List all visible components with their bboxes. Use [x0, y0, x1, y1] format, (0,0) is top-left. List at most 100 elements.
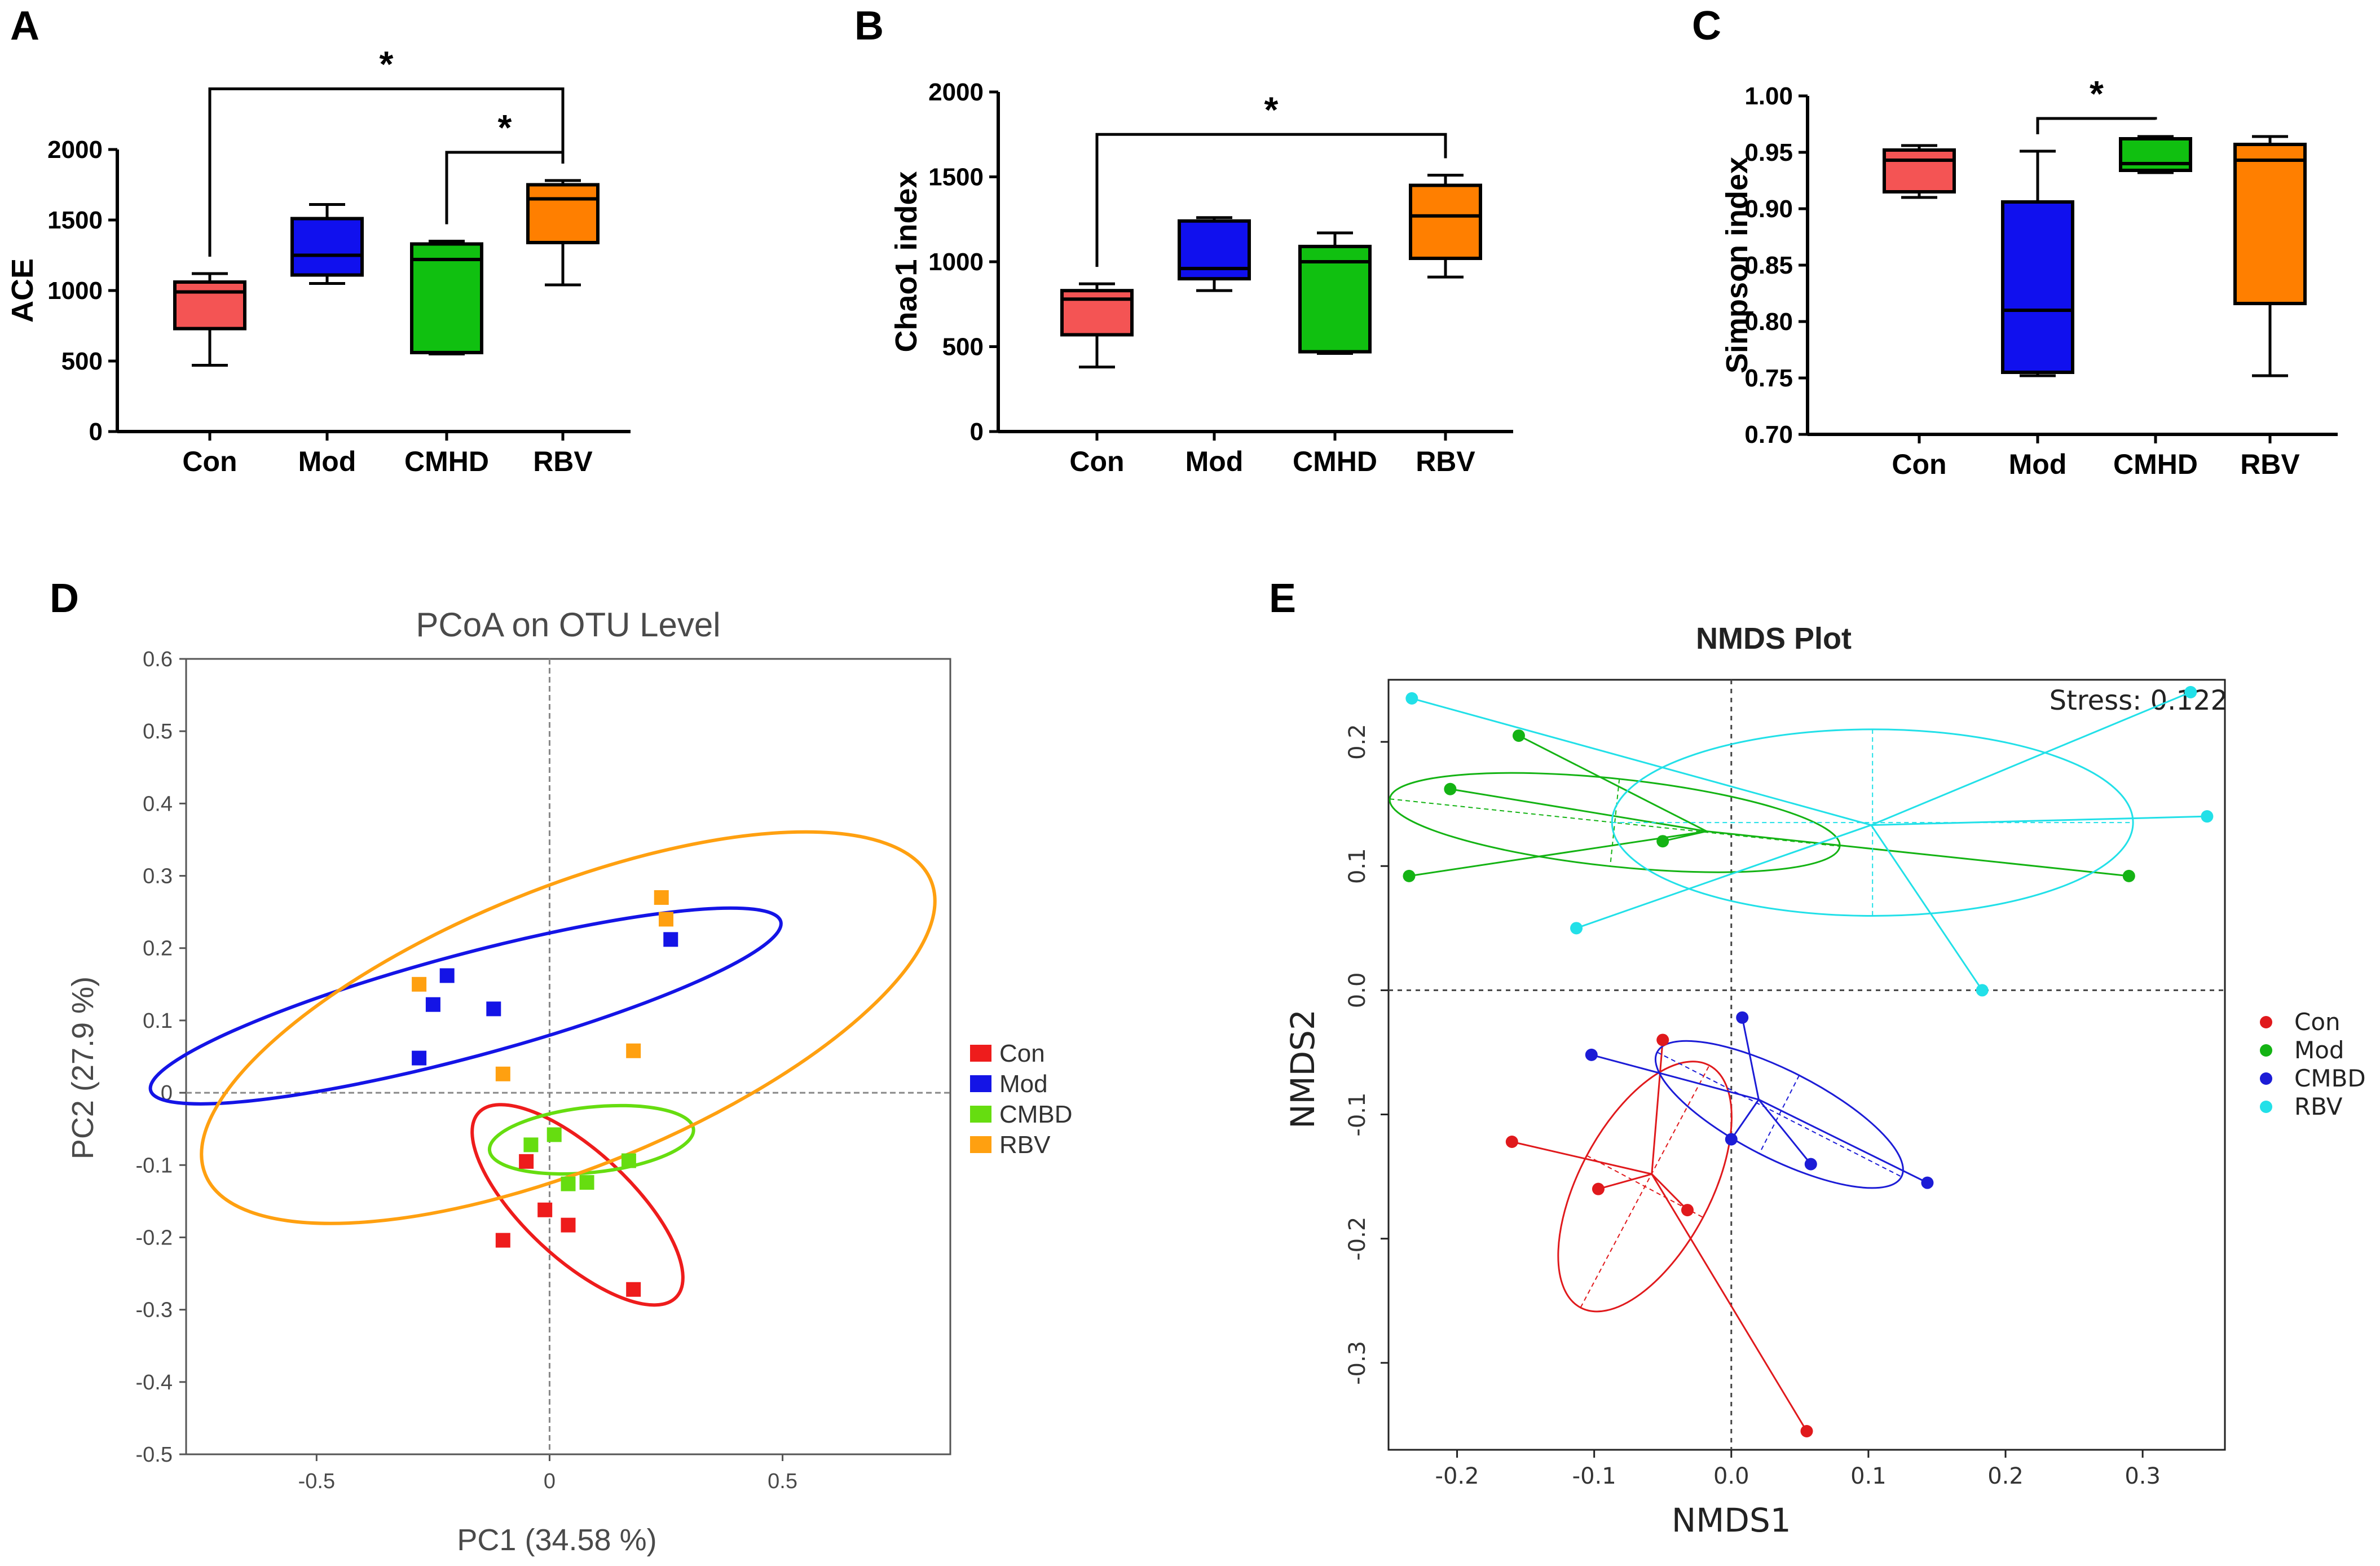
point-cmbd: [1725, 1133, 1738, 1146]
panel-label-d: D: [50, 576, 79, 621]
point-cmbd: [523, 1137, 539, 1152]
point-cmbd: [1921, 1176, 1934, 1189]
point-con: [1592, 1182, 1605, 1195]
y-tick-label: 0.1: [1345, 848, 1370, 884]
legend-label: Con: [2294, 1008, 2341, 1036]
point-rbv: [412, 976, 427, 992]
point-cmbd: [621, 1153, 636, 1168]
box-rbv: [526, 183, 600, 244]
y-tick-label: 1500: [928, 164, 984, 191]
spider-line-mod: [1450, 788, 1707, 833]
legend-label: Mod: [2294, 1036, 2344, 1064]
y-axis-label: NMDS2: [1284, 1009, 1322, 1129]
point-con: [561, 1217, 576, 1233]
point-cmbd: [1736, 1011, 1749, 1024]
y-tick-label: -0.2: [1345, 1217, 1370, 1261]
point-mod: [1403, 869, 1416, 882]
x-tick-label: 0.5: [768, 1470, 797, 1493]
y-tick-label: 2000: [47, 136, 103, 164]
point-mod: [1656, 835, 1669, 848]
x-category-label: Con: [1892, 448, 1946, 480]
legend-label: Con: [999, 1040, 1045, 1067]
boxplot-panel-a: 0 500 1000 1500 2000 ACE Con Mod CMHD RBV * *: [6, 44, 631, 477]
plot-frame: [1387, 679, 2226, 1451]
panel-label-a: A: [10, 3, 39, 49]
box-mod: [290, 217, 364, 277]
x-category-label: Con: [1069, 446, 1124, 477]
x-tick-label: -0.5: [298, 1470, 335, 1493]
significance-star: *: [1264, 89, 1279, 130]
spider-line-cmbd: [1591, 1054, 1759, 1101]
point-rbv: [495, 1066, 510, 1081]
y-tick-label: 0.4: [143, 792, 173, 816]
box-rbv: [1409, 183, 1482, 260]
x-tick-label: -0.1: [1572, 1463, 1616, 1489]
box-con: [1060, 289, 1134, 337]
point-con: [1505, 1136, 1518, 1148]
point-con: [626, 1282, 641, 1297]
ellipse-axis-minor: [1758, 1075, 1800, 1154]
box-mod: [2001, 200, 2074, 374]
y-tick-label: -0.2: [136, 1226, 173, 1250]
x-tick-label: 0: [544, 1470, 556, 1493]
legend-marker: [2260, 1072, 2272, 1085]
y-axis-label: Simpson index: [1720, 157, 1754, 373]
x-category-label: Mod: [1185, 446, 1244, 477]
ellipse-con: [470, 1103, 685, 1307]
ellipse-axis-major: [1390, 798, 1840, 847]
x-category-label: Con: [182, 446, 237, 477]
x-category-label: Mod: [2009, 448, 2067, 480]
x-tick-label: 0.1: [1850, 1463, 1887, 1489]
box-con: [173, 280, 246, 331]
panel-label-e: E: [1269, 576, 1296, 621]
point-rbv: [2201, 810, 2214, 823]
point-mod: [425, 997, 440, 1012]
legend-label: CMBD: [2294, 1064, 2366, 1092]
legend-label: Mod: [999, 1070, 1048, 1098]
spider-line-con: [1598, 1173, 1652, 1190]
legend-marker: [2260, 1101, 2272, 1113]
y-tick-label: 1000: [47, 277, 103, 305]
ellipse-cmbd: [487, 1103, 695, 1176]
spider-line-mod: [1706, 830, 2129, 877]
point-con: [1656, 1033, 1669, 1046]
y-tick-label: 0.70: [1744, 421, 1793, 448]
y-tick-label: 1500: [47, 206, 103, 234]
point-cmbd: [561, 1176, 576, 1191]
significance-bracket: [2036, 117, 2157, 134]
point-mod: [663, 932, 678, 947]
legend-swatch: [970, 1075, 991, 1092]
ellipse-rbv: [200, 830, 937, 1225]
significance-star: *: [380, 44, 394, 85]
boxplot-panel-b: 0 500 1000 1500 2000 Chao1 index Con Mod CMHD RBV…: [889, 78, 1513, 477]
y-tick-label: 0.75: [1744, 364, 1793, 392]
y-tick-label: -0.3: [136, 1299, 173, 1322]
spider-line-rbv: [1870, 824, 1983, 991]
y-tick-label: 0.1: [143, 1009, 173, 1033]
legend-label: CMBD: [999, 1101, 1073, 1128]
box-rbv: [2233, 143, 2307, 305]
point-con: [1800, 1424, 1813, 1437]
legend-marker: [2260, 1044, 2272, 1057]
ellipse-axis-minor: [1586, 1155, 1704, 1218]
ellipse-mod: [148, 906, 783, 1106]
y-tick-label: 0.0: [1345, 973, 1370, 1009]
x-category-label: CMHD: [2113, 448, 2198, 480]
x-category-label: Mod: [298, 446, 356, 477]
point-mod: [412, 1050, 427, 1066]
point-cmbd: [579, 1175, 594, 1190]
point-rbv: [1570, 922, 1583, 935]
panel-label-b: B: [854, 3, 884, 49]
x-category-label: RBV: [2240, 448, 2300, 480]
x-category-label: CMHD: [404, 446, 489, 477]
point-cmbd: [1804, 1158, 1817, 1171]
x-category-label: RBV: [533, 446, 593, 477]
panel-label-c: C: [1692, 3, 1721, 49]
x-axis-label: NMDS1: [1672, 1501, 1791, 1539]
point-con: [537, 1202, 553, 1217]
y-tick-label: -0.5: [136, 1443, 173, 1467]
spider-line-mod: [1518, 734, 1707, 832]
stress-annotation: Stress: 0.122: [2050, 685, 2228, 716]
point-rbv: [1405, 692, 1418, 705]
